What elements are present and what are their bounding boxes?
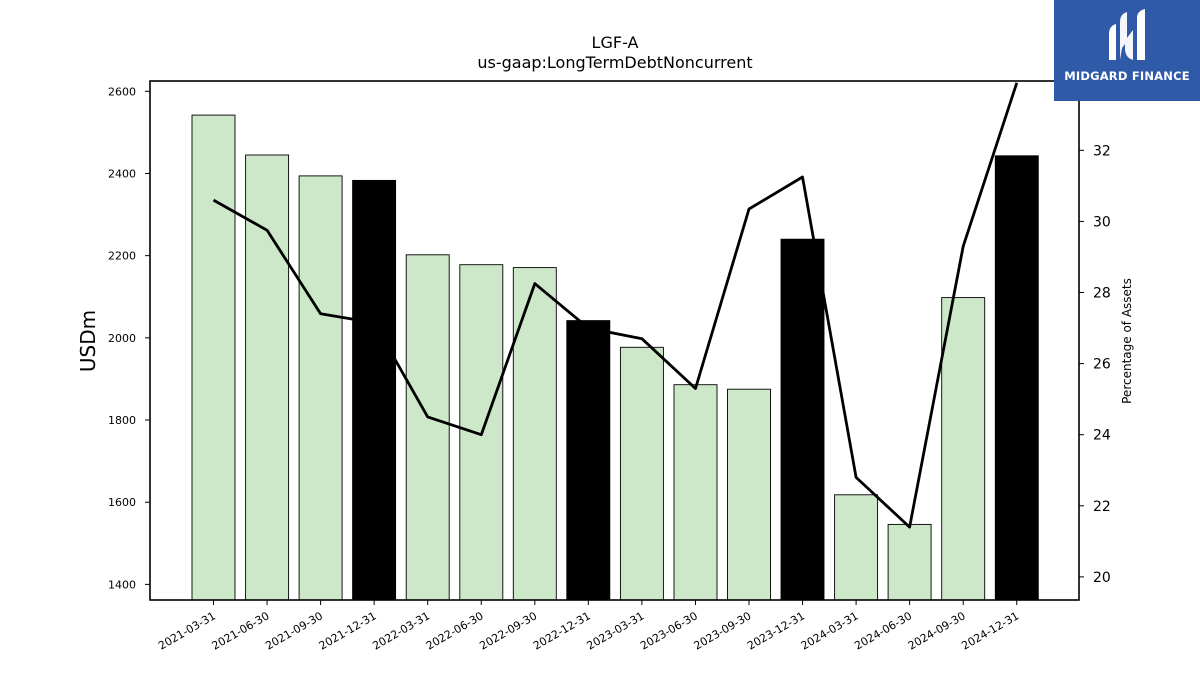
x-tick-label: 2024-06-30	[852, 609, 914, 652]
y-tick-label: 1800	[108, 414, 136, 427]
x-tick-label: 2024-03-31	[799, 609, 861, 652]
y2-tick-label: 20	[1093, 570, 1111, 586]
y-tick-label: 1600	[108, 496, 136, 509]
bar-2021-09-30	[298, 175, 343, 601]
logo-text: MIDGARD FINANCE	[1064, 69, 1190, 83]
y-axis-right: 20 22 24 26 28 30 32	[1079, 143, 1111, 586]
x-tick-label: 2023-03-31	[585, 609, 647, 652]
y-tick-label: 2600	[108, 85, 136, 98]
logo-mark-icon	[1109, 9, 1145, 60]
x-tick-label: 2022-03-31	[370, 609, 432, 652]
x-tick-label: 2022-06-30	[424, 609, 486, 652]
bar-2023-12-31	[780, 238, 825, 601]
x-axis: 2021-03-312021-06-302021-09-302021-12-31…	[156, 600, 1021, 653]
x-tick-label: 2021-03-31	[156, 609, 218, 652]
x-tick-label: 2023-09-30	[692, 609, 754, 652]
x-tick-label: 2022-09-30	[477, 609, 539, 652]
y2-tick-label: 30	[1093, 214, 1111, 230]
x-tick-label: 2024-09-30	[906, 609, 968, 652]
plot-frame	[149, 80, 1080, 601]
bar-2023-06-30	[673, 384, 718, 601]
x-tick-label: 2023-12-31	[745, 609, 807, 652]
y-axis-left: 1400 1600 1800 2000 2200 2400 2600	[108, 85, 150, 591]
bar-2022-09-30	[512, 267, 557, 601]
x-tick-label: 2021-09-30	[263, 609, 325, 652]
bar-2021-12-31	[352, 179, 397, 601]
bar-2024-03-31	[834, 494, 879, 601]
x-tick-label: 2023-06-30	[638, 609, 700, 652]
y2-axis-label: Percentage of Assets	[1120, 278, 1134, 404]
y-tick-label: 2400	[108, 167, 136, 180]
y2-tick-label: 24	[1093, 428, 1111, 444]
bar-2024-12-31	[994, 155, 1039, 601]
y2-tick-label: 22	[1093, 499, 1111, 515]
y-tick-label: 2200	[108, 250, 136, 263]
y-axis-label: USDm	[76, 310, 100, 372]
percentage-line	[212, 82, 1019, 529]
x-tick-label: 2024-12-31	[959, 609, 1021, 652]
y-tick-label: 2000	[108, 332, 136, 345]
bar-2023-03-31	[619, 346, 664, 601]
bar-group	[191, 114, 1039, 601]
bar-2023-09-30	[727, 388, 771, 601]
bar-2022-03-31	[405, 254, 450, 601]
y2-tick-label: 28	[1093, 286, 1111, 302]
y2-tick-label: 32	[1093, 143, 1111, 159]
bar-2024-09-30	[941, 297, 986, 601]
line-group	[212, 82, 1019, 529]
bar-2021-03-31	[191, 114, 236, 601]
bar-2024-06-30	[887, 523, 932, 601]
y2-tick-label: 26	[1093, 357, 1111, 373]
bar-2022-12-31	[566, 320, 611, 601]
x-tick-label: 2021-06-30	[210, 609, 272, 652]
brand-logo: MIDGARD FINANCE	[1054, 0, 1200, 101]
x-tick-label: 2022-12-31	[531, 609, 593, 652]
y-tick-label: 1400	[108, 578, 136, 591]
x-tick-label: 2021-12-31	[317, 609, 379, 652]
chart-subtitle: us-gaap:LongTermDebtNoncurrent	[477, 53, 752, 72]
chart-title: LGF-A	[592, 33, 639, 52]
